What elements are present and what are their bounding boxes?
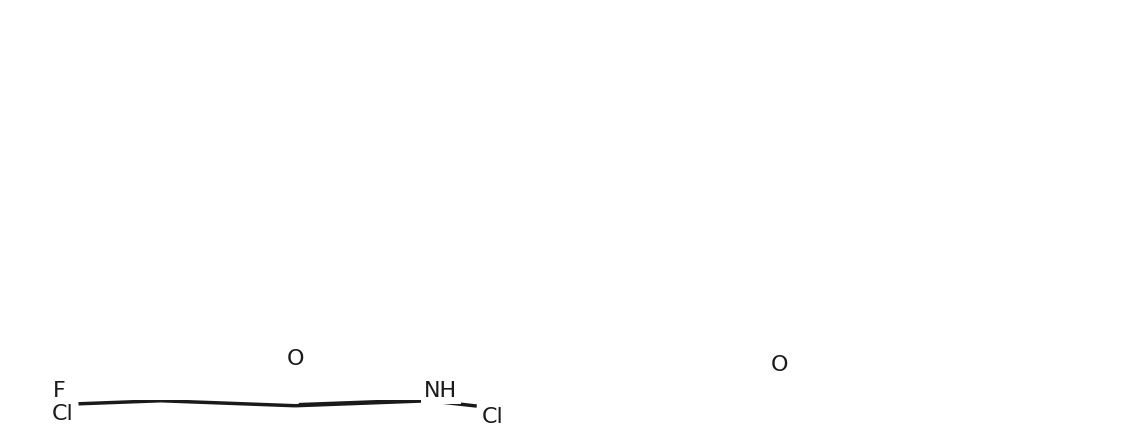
Text: F: F	[53, 381, 66, 401]
Text: NH: NH	[424, 381, 457, 401]
Text: O: O	[771, 355, 789, 375]
Text: Cl: Cl	[481, 407, 504, 427]
Text: O: O	[286, 348, 304, 369]
Text: Cl: Cl	[52, 404, 74, 424]
